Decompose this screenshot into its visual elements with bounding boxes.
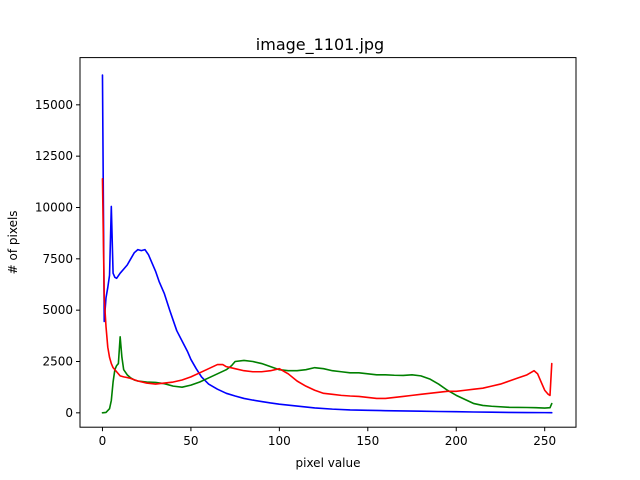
y-tick-label: 2500 bbox=[42, 354, 73, 368]
chart-title: image_1101.jpg bbox=[256, 35, 384, 55]
x-tick-label: 200 bbox=[445, 434, 468, 448]
y-tick-label: 12500 bbox=[35, 149, 73, 163]
series-layer bbox=[101, 74, 553, 414]
y-axis-label: # of pixels bbox=[6, 210, 20, 274]
x-tick-label: 50 bbox=[183, 434, 198, 448]
green-channel-line bbox=[101, 336, 553, 414]
x-tick-label: 150 bbox=[356, 434, 379, 448]
x-axis-label: pixel value bbox=[296, 456, 361, 470]
y-axis: 0 2500 5000 7500 10000 12500 15000 bbox=[35, 98, 80, 420]
red-channel-line bbox=[101, 177, 553, 400]
x-tick-label: 0 bbox=[99, 434, 107, 448]
x-tick-label: 250 bbox=[533, 434, 556, 448]
y-tick-label: 0 bbox=[65, 406, 73, 420]
plot-frame bbox=[79, 57, 577, 428]
x-tick-label: 100 bbox=[268, 434, 291, 448]
y-tick-label: 15000 bbox=[35, 98, 73, 112]
y-tick-label: 7500 bbox=[42, 252, 73, 266]
y-tick-label: 5000 bbox=[42, 303, 73, 317]
y-tick-label: 10000 bbox=[35, 200, 73, 214]
x-axis: 0 50 100 150 200 250 bbox=[99, 427, 556, 448]
blue-channel-line bbox=[101, 74, 553, 414]
